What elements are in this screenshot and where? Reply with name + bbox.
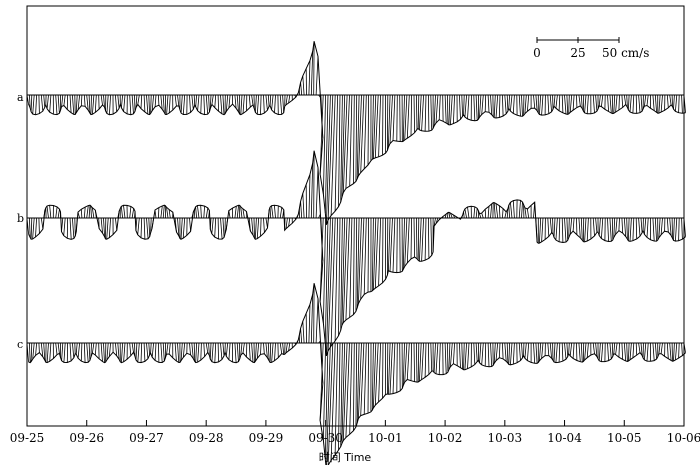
series-a: a: [17, 41, 686, 225]
x-axis-title: 时间 Time: [319, 451, 372, 464]
x-axis: 09-25 09-26 09-27 09-28 09-29 09-30 10-01 10-02…: [10, 420, 700, 445]
scale-bar: 0 25 50 cm/s: [533, 37, 649, 60]
series-c-sticks: [26, 283, 686, 465]
series-c-envelope: [28, 283, 686, 465]
x-tick-label-10-04: 10-04: [547, 431, 582, 445]
x-tick-label-09-30: 09-30: [308, 431, 343, 445]
series-a-sticks: [26, 41, 686, 225]
x-tick-label-10-06: 10-06: [667, 431, 700, 445]
x-tick-label-09-26: 09-26: [69, 431, 104, 445]
x-tick-label-09-27: 09-27: [129, 431, 164, 445]
series-a-label: a: [17, 91, 24, 104]
series-b-envelope: [28, 150, 686, 357]
scale-label-50: 50 cm/s: [602, 46, 649, 60]
series-c: c: [17, 283, 686, 465]
x-tick-label-09-29: 09-29: [249, 431, 284, 445]
x-tick-label-10-02: 10-02: [428, 431, 463, 445]
x-tick-label-09-25: 09-25: [10, 431, 45, 445]
x-tick-label-10-03: 10-03: [488, 431, 523, 445]
plot-frame: [26, 5, 685, 427]
scale-label-25: 25: [570, 46, 585, 60]
x-tick-label-09-28: 09-28: [189, 431, 224, 445]
scale-label-0: 0: [533, 46, 541, 60]
series-b-label: b: [17, 212, 24, 225]
series-c-label: c: [17, 338, 23, 351]
x-tick-label-10-01: 10-01: [368, 431, 403, 445]
series-a-envelope: [28, 41, 686, 225]
x-tick-label-10-05: 10-05: [607, 431, 642, 445]
series-b: b: [17, 150, 686, 357]
